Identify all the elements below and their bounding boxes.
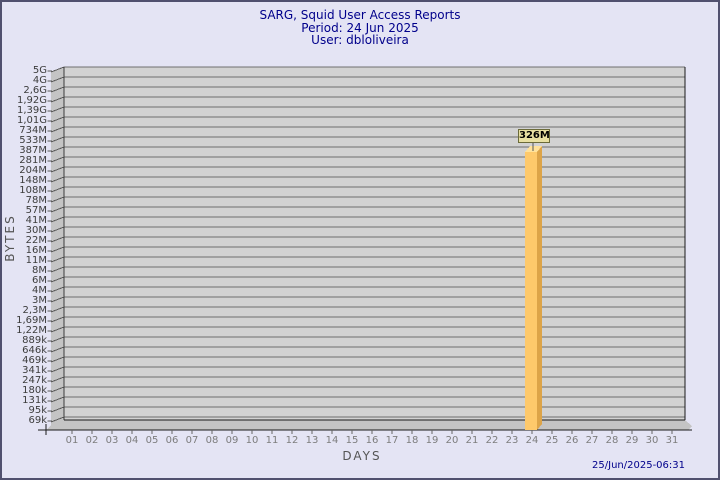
svg-text:16M: 16M: [26, 245, 47, 256]
svg-text:889k: 889k: [22, 335, 47, 346]
svg-text:148M: 148M: [19, 175, 47, 186]
bar-value-label: 326M: [518, 129, 550, 143]
svg-text:04: 04: [126, 435, 139, 446]
svg-text:02: 02: [86, 435, 99, 446]
svg-text:18: 18: [406, 435, 419, 446]
svg-text:341k: 341k: [22, 365, 47, 376]
svg-text:30: 30: [646, 435, 659, 446]
chart-face: [64, 67, 685, 420]
svg-text:281M: 281M: [19, 155, 47, 166]
svg-text:108M: 108M: [19, 185, 47, 196]
svg-text:16: 16: [366, 435, 379, 446]
svg-text:24: 24: [526, 435, 539, 446]
chart-floor: [46, 420, 692, 430]
svg-text:1,92G: 1,92G: [17, 95, 47, 106]
chart-wall: [50, 66, 65, 425]
svg-text:30M: 30M: [26, 225, 47, 236]
chart-user: User: dbloliveira: [311, 33, 409, 47]
svg-text:03: 03: [106, 435, 119, 446]
svg-text:23: 23: [506, 435, 519, 446]
svg-text:387M: 387M: [19, 145, 47, 156]
data-bars: [525, 143, 542, 430]
svg-text:180k: 180k: [22, 385, 47, 396]
svg-text:8M: 8M: [32, 265, 47, 276]
svg-text:78M: 78M: [26, 195, 47, 206]
chart-period: Period: 24 Jun 2025: [301, 20, 419, 35]
svg-text:69k: 69k: [28, 415, 47, 426]
svg-text:22M: 22M: [26, 235, 47, 246]
svg-text:21: 21: [466, 435, 479, 446]
svg-text:1,01G: 1,01G: [17, 115, 47, 126]
svg-text:11M: 11M: [26, 255, 47, 266]
svg-text:27: 27: [586, 435, 599, 446]
y-axis-title: BYTES: [3, 214, 17, 262]
svg-text:09: 09: [226, 435, 239, 446]
svg-text:14: 14: [326, 435, 339, 446]
svg-text:204M: 204M: [19, 165, 47, 176]
svg-text:08: 08: [206, 435, 219, 446]
svg-text:01: 01: [66, 435, 79, 446]
svg-text:31: 31: [666, 435, 679, 446]
svg-text:646k: 646k: [22, 345, 47, 356]
chart-header: SARG, Squid User Access Reports Period: …: [2, 9, 718, 47]
svg-text:26: 26: [566, 435, 579, 446]
svg-text:28: 28: [606, 435, 619, 446]
svg-text:4M: 4M: [32, 285, 47, 296]
svg-text:6M: 6M: [32, 275, 47, 286]
x-axis-title: DAYS: [342, 449, 382, 463]
svg-text:95k: 95k: [28, 405, 47, 416]
svg-text:247k: 247k: [22, 375, 47, 386]
svg-text:533M: 533M: [19, 135, 47, 146]
svg-text:57M: 57M: [26, 205, 47, 216]
svg-text:10: 10: [246, 435, 259, 446]
svg-text:4G: 4G: [33, 75, 47, 86]
svg-text:2,3M: 2,3M: [22, 305, 47, 316]
svg-text:1,22M: 1,22M: [16, 325, 47, 336]
x-axis-ticks: 01 02 03 04 05 06 07 08 09 10 11 12 13 14 15 16 17 18 19 20…: [66, 430, 679, 446]
svg-text:29: 29: [626, 435, 639, 446]
svg-text:734M: 734M: [19, 125, 47, 136]
svg-text:13: 13: [306, 435, 319, 446]
svg-text:20: 20: [446, 435, 459, 446]
svg-text:25: 25: [546, 435, 559, 446]
svg-text:469k: 469k: [22, 355, 47, 366]
svg-text:12: 12: [286, 435, 299, 446]
svg-text:19: 19: [426, 435, 439, 446]
svg-text:3M: 3M: [32, 295, 47, 306]
svg-text:1,69M: 1,69M: [16, 315, 47, 326]
svg-text:17: 17: [386, 435, 399, 446]
svg-text:2,6G: 2,6G: [23, 85, 47, 96]
data-bar-day-24: [525, 143, 542, 430]
y-axis-ticks: 5G4G2,6G1,92G1,39G1,01G734M533M387M281M2…: [16, 65, 52, 426]
svg-text:1,39G: 1,39G: [17, 105, 47, 116]
svg-text:05: 05: [146, 435, 159, 446]
gridlines: [64, 66, 685, 418]
axis-lines: [38, 67, 692, 435]
svg-text:131k: 131k: [22, 395, 47, 406]
svg-text:5G: 5G: [33, 65, 47, 76]
chart-title: SARG, Squid User Access Reports: [259, 8, 461, 22]
svg-text:15: 15: [346, 435, 359, 446]
report-timestamp: 25/Jun/2025-06:31: [592, 460, 685, 471]
svg-text:41M: 41M: [26, 215, 47, 226]
svg-text:06: 06: [166, 435, 179, 446]
svg-text:07: 07: [186, 435, 199, 446]
svg-text:11: 11: [266, 435, 279, 446]
svg-text:22: 22: [486, 435, 499, 446]
